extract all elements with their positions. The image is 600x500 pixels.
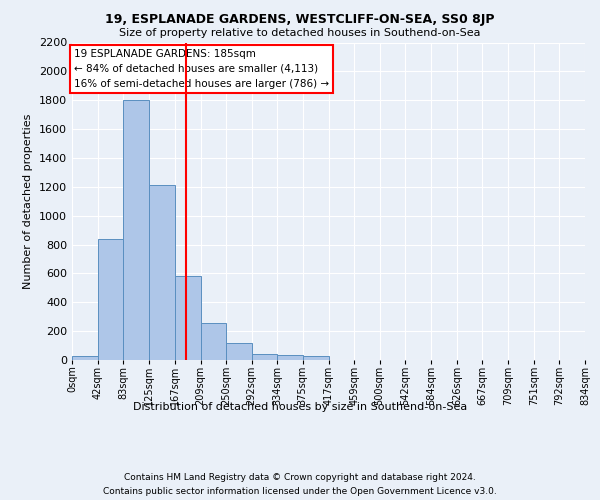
- Bar: [277, 355, 302, 360]
- Bar: [200, 323, 226, 360]
- Bar: [149, 186, 175, 360]
- Bar: [302, 356, 329, 360]
- Text: 19, ESPLANADE GARDENS, WESTCLIFF-ON-SEA, SS0 8JP: 19, ESPLANADE GARDENS, WESTCLIFF-ON-SEA,…: [105, 12, 495, 26]
- Bar: [72, 356, 98, 360]
- Text: Contains public sector information licensed under the Open Government Licence v3: Contains public sector information licen…: [103, 488, 497, 496]
- Bar: [98, 239, 123, 360]
- Text: Distribution of detached houses by size in Southend-on-Sea: Distribution of detached houses by size …: [133, 402, 467, 412]
- Bar: [251, 354, 277, 360]
- Text: Contains HM Land Registry data © Crown copyright and database right 2024.: Contains HM Land Registry data © Crown c…: [124, 472, 476, 482]
- Y-axis label: Number of detached properties: Number of detached properties: [23, 114, 34, 289]
- Bar: [226, 342, 251, 360]
- Bar: [175, 276, 200, 360]
- Bar: [123, 100, 149, 360]
- Text: 19 ESPLANADE GARDENS: 185sqm
← 84% of detached houses are smaller (4,113)
16% of: 19 ESPLANADE GARDENS: 185sqm ← 84% of de…: [74, 49, 329, 88]
- Text: Size of property relative to detached houses in Southend-on-Sea: Size of property relative to detached ho…: [119, 28, 481, 38]
